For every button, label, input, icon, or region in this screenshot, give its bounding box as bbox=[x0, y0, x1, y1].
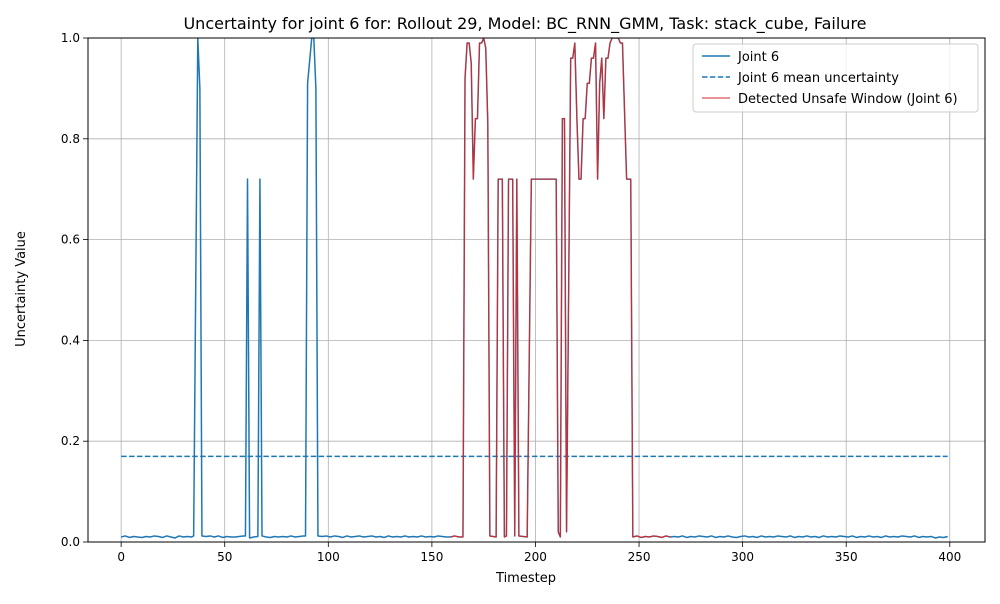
x-axis-label: Timestep bbox=[495, 571, 556, 586]
x-tick-label: 300 bbox=[731, 550, 754, 564]
legend-label-unsafe-window: Detected Unsafe Window (Joint 6) bbox=[738, 92, 958, 107]
y-tick-label: 0.4 bbox=[61, 333, 80, 347]
legend: Joint 6 Joint 6 mean uncertainty Detecte… bbox=[692, 43, 979, 113]
x-tick-label: 350 bbox=[835, 550, 858, 564]
x-tick-label: 150 bbox=[420, 550, 443, 564]
plot-frame bbox=[87, 37, 986, 543]
plot-series bbox=[120, 38, 948, 539]
legend-box bbox=[692, 43, 979, 113]
series-line-unsafe-window bbox=[450, 38, 671, 539]
y-axis-label: Uncertainty Value bbox=[14, 231, 29, 347]
legend-label-joint-6: Joint 6 bbox=[737, 50, 779, 65]
chart-title: Uncertainty for joint 6 for: Rollout 29,… bbox=[183, 14, 866, 34]
x-tick-label: 400 bbox=[938, 550, 961, 564]
x-tick-label: 50 bbox=[217, 550, 232, 564]
x-tick-label: 250 bbox=[628, 550, 651, 564]
y-tick-label: 1.0 bbox=[61, 31, 80, 45]
axis-ticks: 0 50 100 150 200 250 300 350 400 0.0 0.2 0.4 0.6 0.8 1… bbox=[61, 31, 961, 564]
y-tick-label: 0.6 bbox=[61, 233, 80, 247]
y-tick-label: 0.8 bbox=[61, 132, 80, 146]
y-tick-label: 0.2 bbox=[61, 434, 80, 448]
x-tick-label: 100 bbox=[317, 550, 340, 564]
y-tick-label: 0.0 bbox=[61, 535, 80, 549]
legend-label-mean-uncertainty: Joint 6 mean uncertainty bbox=[737, 71, 899, 86]
x-tick-label: 0 bbox=[117, 550, 125, 564]
x-tick-label: 200 bbox=[524, 550, 547, 564]
